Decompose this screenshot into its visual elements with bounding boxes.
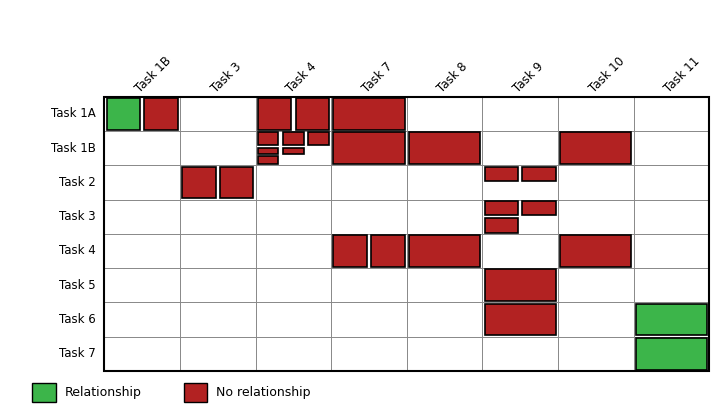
- Text: Task 4: Task 4: [59, 244, 96, 258]
- Text: Task 4: Task 4: [284, 60, 320, 95]
- Bar: [258, 156, 279, 164]
- Text: Task 10: Task 10: [587, 54, 627, 95]
- Bar: [372, 235, 405, 267]
- Bar: [636, 338, 707, 370]
- Text: Task 11: Task 11: [662, 54, 703, 95]
- Bar: [485, 166, 518, 181]
- Bar: [485, 269, 556, 301]
- Text: Task 1B: Task 1B: [133, 54, 174, 95]
- Text: Relationship: Relationship: [65, 386, 142, 399]
- Bar: [560, 132, 631, 164]
- Bar: [485, 201, 518, 215]
- Bar: [523, 201, 556, 215]
- Bar: [333, 132, 405, 164]
- Bar: [409, 235, 480, 267]
- Bar: [184, 383, 207, 402]
- Text: Task 9: Task 9: [511, 60, 546, 95]
- Text: Task 1A: Task 1A: [51, 108, 96, 120]
- Bar: [258, 148, 279, 154]
- Bar: [296, 98, 329, 130]
- Bar: [333, 235, 366, 267]
- Bar: [283, 132, 304, 145]
- Text: Task 3: Task 3: [59, 210, 96, 223]
- Bar: [107, 98, 140, 130]
- Bar: [523, 166, 556, 181]
- Bar: [258, 98, 291, 130]
- Bar: [485, 304, 556, 335]
- Text: Task 7: Task 7: [59, 347, 96, 360]
- Bar: [182, 166, 216, 198]
- Text: Task 1B: Task 1B: [51, 142, 96, 154]
- Bar: [409, 132, 480, 164]
- Bar: [560, 235, 631, 267]
- Bar: [144, 98, 178, 130]
- Text: No relationship: No relationship: [216, 386, 310, 399]
- Bar: [104, 97, 709, 371]
- Bar: [485, 218, 518, 232]
- Bar: [220, 166, 253, 198]
- Bar: [308, 132, 329, 145]
- Text: Task 7: Task 7: [360, 60, 395, 95]
- Bar: [104, 97, 709, 371]
- Bar: [283, 148, 304, 154]
- Text: Task 3: Task 3: [209, 60, 243, 95]
- Bar: [258, 132, 279, 145]
- Bar: [32, 383, 56, 402]
- Bar: [636, 304, 707, 335]
- Text: Task 5: Task 5: [59, 279, 96, 292]
- Text: Task 6: Task 6: [59, 313, 96, 326]
- Text: Task 8: Task 8: [436, 60, 470, 95]
- Bar: [333, 98, 405, 130]
- Text: Task 2: Task 2: [59, 176, 96, 189]
